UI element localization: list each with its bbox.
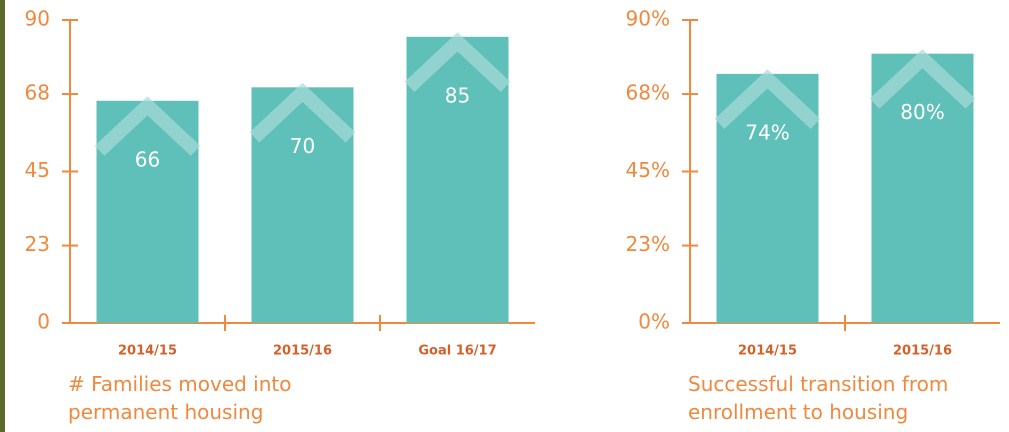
bar xyxy=(406,36,509,323)
y-tick-label: 68% xyxy=(626,81,670,105)
y-tick-label: 90% xyxy=(626,7,670,31)
y-tick-label: 68 xyxy=(25,81,50,105)
y-tick-label: 45 xyxy=(25,158,50,182)
value-label: 74% xyxy=(745,120,789,144)
house-roof xyxy=(404,32,511,92)
y-tick-label: 45% xyxy=(626,158,670,182)
value-label: 85 xyxy=(445,83,470,107)
y-tick-label: 23% xyxy=(626,232,670,256)
value-label: 66 xyxy=(135,147,160,171)
y-tick-label: 0% xyxy=(638,310,670,334)
value-label: 80% xyxy=(900,100,944,124)
x-tick-label: 2015/16 xyxy=(273,344,332,359)
y-tick-label: 0 xyxy=(37,310,50,334)
house-roof xyxy=(249,82,356,143)
y-tick-label: 90 xyxy=(25,7,50,31)
x-tick-label: 2014/15 xyxy=(738,344,797,359)
house-roof xyxy=(869,49,976,109)
caption: Successful transition from enrollment to… xyxy=(688,372,949,424)
house-roof xyxy=(714,69,821,129)
x-tick-label: 2015/16 xyxy=(893,344,952,359)
x-tick-label: Goal 16/17 xyxy=(418,344,496,359)
caption: # Families moved into permanent housing xyxy=(68,372,292,424)
value-label: 70 xyxy=(290,134,315,158)
house-roof xyxy=(94,96,201,156)
x-tick-label: 2014/15 xyxy=(118,344,177,359)
y-tick-label: 23 xyxy=(25,232,50,256)
edge-strip xyxy=(0,0,5,432)
